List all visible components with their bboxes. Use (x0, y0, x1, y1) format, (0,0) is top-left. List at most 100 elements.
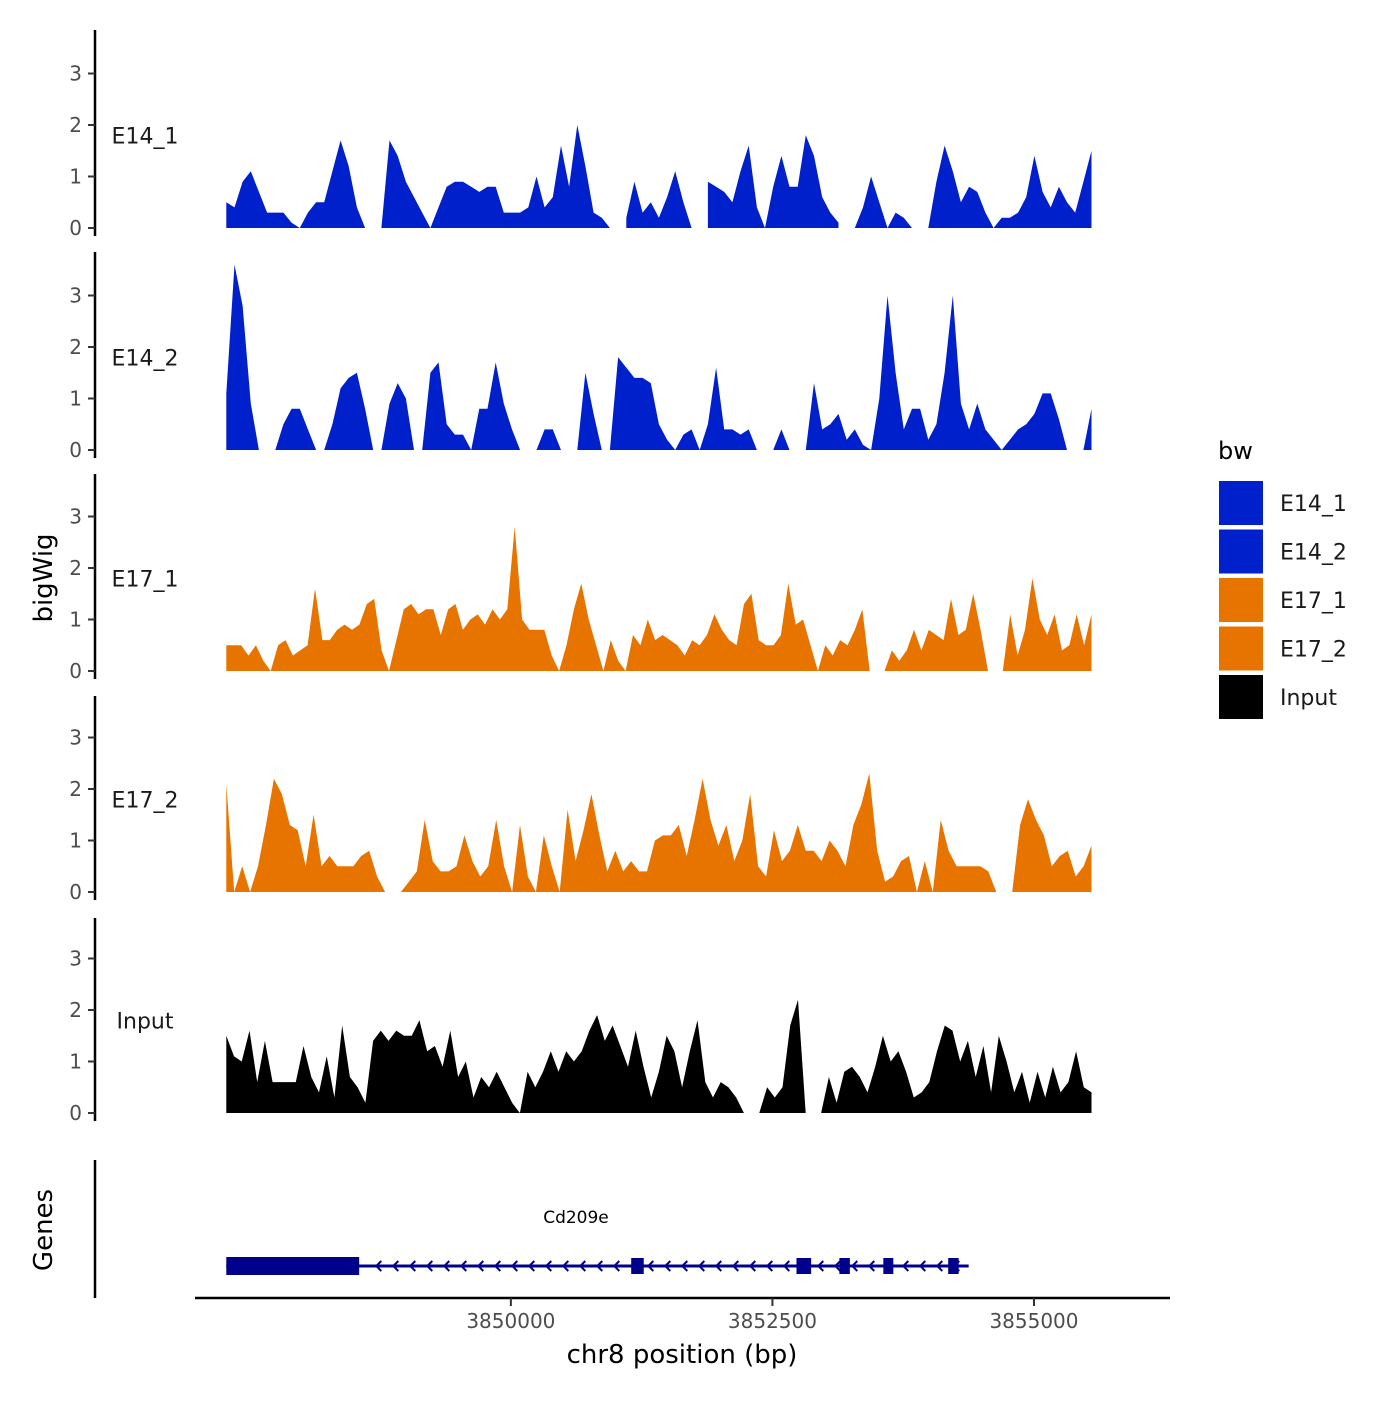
strand-arrow (561, 1260, 570, 1272)
area-segment (821, 1025, 1092, 1113)
y-tick-label: 0 (69, 659, 82, 683)
y-tick-label: 3 (69, 284, 82, 308)
legend-swatch (1219, 626, 1263, 671)
y-tick-label: 0 (69, 880, 82, 904)
gene-exon (839, 1258, 850, 1274)
strand-arrow (408, 1260, 417, 1272)
area-segment (226, 526, 870, 671)
area-segment (275, 362, 521, 450)
gene-label: Cd209e (543, 1208, 609, 1228)
legend-swatch (1219, 481, 1263, 525)
area-segment (226, 264, 259, 450)
legend-label: E17_2 (1280, 638, 1347, 663)
area-segment (626, 171, 692, 228)
y-tick-label: 3 (69, 947, 82, 971)
y-tick-label: 1 (69, 1050, 82, 1074)
area-segment (400, 773, 997, 892)
strand-arrow (867, 1260, 876, 1272)
track-label: Input (117, 1009, 174, 1034)
strand-arrow (816, 1260, 825, 1272)
y-tick-label: 3 (69, 726, 82, 750)
y-tick-label: 3 (69, 62, 82, 86)
x-tick-label: 3850000 (466, 1309, 555, 1333)
track-label: E17_2 (112, 788, 179, 813)
strand-arrow (493, 1260, 502, 1272)
area-segment (805, 295, 1067, 450)
strand-arrow (578, 1260, 587, 1272)
area-segment (226, 1015, 744, 1113)
area-segment (1002, 578, 1092, 671)
legend-swatch (1219, 529, 1263, 574)
y-tick-label: 2 (69, 335, 82, 359)
strand-arrow (782, 1260, 791, 1272)
track-e14-1: 0 1 2 3 E14_1 (69, 30, 1092, 240)
strand-arrow (476, 1260, 485, 1272)
strand-arrow (935, 1260, 944, 1272)
strand-arrow (595, 1260, 604, 1272)
gene-exon (226, 1257, 360, 1275)
legend-title: bw (1218, 437, 1253, 465)
y-axis-title: bigWig (29, 533, 59, 622)
x-axis: 3850000 3852500 3855000 (195, 1296, 1170, 1333)
strand-arrow (646, 1260, 655, 1272)
strand-arrow (918, 1260, 927, 1272)
area-segment (884, 593, 988, 671)
strand-arrow (765, 1260, 774, 1272)
area-segment (381, 125, 610, 228)
strand-arrow (442, 1260, 451, 1272)
genes-panel: Cd209e (93, 1160, 969, 1298)
y-tick-label: 1 (69, 165, 82, 189)
y-tick-label: 2 (69, 998, 82, 1022)
x-tick-label: 3852500 (728, 1309, 817, 1333)
track-e14-2: 0 1 2 3 E14_2 (69, 252, 1092, 462)
strand-arrow (391, 1260, 400, 1272)
legend: bw E14_1 E14_2 E17_1 E17_2 Input (1218, 437, 1347, 719)
strand-arrow (663, 1260, 672, 1272)
track-e17-2: 0 1 2 3 E17_2 (69, 696, 1092, 904)
area-segment (773, 429, 790, 450)
area-segment (928, 145, 1092, 228)
strand-arrow (901, 1260, 910, 1272)
genes-axis-title: Genes (29, 1189, 59, 1271)
y-tick-label: 3 (69, 505, 82, 529)
strand-arrow (748, 1260, 757, 1272)
strand-arrow (425, 1260, 434, 1272)
y-tick-label: 2 (69, 113, 82, 137)
gene-exon (796, 1258, 812, 1274)
area-segment (854, 176, 912, 228)
strand-arrow (510, 1260, 519, 1272)
strand-arrow (697, 1260, 706, 1272)
area-segment (226, 778, 386, 892)
strand-arrow (850, 1260, 859, 1272)
y-tick-label: 2 (69, 556, 82, 580)
x-tick-label: 3855000 (989, 1309, 1078, 1333)
y-tick-label: 2 (69, 777, 82, 801)
area-segment (536, 429, 561, 450)
strand-arrow (714, 1260, 723, 1272)
legend-swatch (1219, 675, 1263, 719)
track-label: E14_1 (112, 124, 179, 149)
tracks: 0 1 2 3 E14_1 0 1 2 3 E14_2 0 1 2 3 E17_1 0 1 2 3 E17_2 0 1 2 3… (69, 30, 1092, 1125)
track-label: E14_2 (112, 346, 179, 371)
x-axis-title: chr8 position (bp) (567, 1340, 798, 1370)
y-tick-label: 0 (69, 1101, 82, 1125)
strand-arrow (544, 1260, 553, 1272)
legend-swatch (1219, 578, 1263, 622)
area-segment (1012, 799, 1092, 892)
y-tick-label: 0 (69, 438, 82, 462)
gene-exon (883, 1258, 894, 1274)
y-tick-label: 1 (69, 829, 82, 853)
legend-label: Input (1280, 686, 1337, 711)
gene-exon (948, 1258, 959, 1274)
strand-arrow (527, 1260, 536, 1272)
strand-arrow (680, 1260, 689, 1272)
y-tick-label: 0 (69, 216, 82, 240)
area-segment (707, 135, 839, 228)
legend-label: E14_1 (1280, 492, 1347, 517)
track-label: E17_1 (112, 567, 179, 592)
area-segment (759, 999, 806, 1113)
gene-exon (631, 1258, 644, 1274)
y-tick-label: 1 (69, 608, 82, 632)
